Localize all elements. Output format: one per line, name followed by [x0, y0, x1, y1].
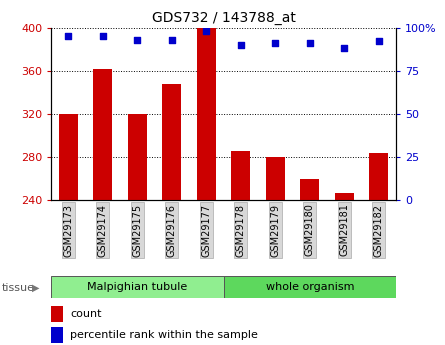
Title: GDS732 / 143788_at: GDS732 / 143788_at — [152, 11, 295, 25]
Point — [134, 37, 141, 42]
Point — [306, 40, 313, 46]
Bar — [51, 306, 63, 322]
Text: ▶: ▶ — [32, 283, 40, 293]
Text: GSM29179: GSM29179 — [271, 204, 280, 257]
Text: GSM29175: GSM29175 — [133, 204, 142, 257]
Bar — [231, 150, 251, 200]
Bar — [266, 157, 285, 200]
Text: GSM29178: GSM29178 — [236, 204, 246, 257]
Text: GSM29182: GSM29182 — [374, 204, 384, 257]
Bar — [93, 69, 113, 200]
Bar — [197, 28, 216, 200]
Point — [65, 33, 72, 39]
Text: GSM29173: GSM29173 — [64, 204, 73, 257]
Bar — [51, 327, 63, 343]
Point — [375, 39, 382, 44]
Bar — [335, 193, 354, 200]
Text: GSM29181: GSM29181 — [340, 204, 349, 256]
Bar — [369, 152, 388, 200]
Text: GSM29180: GSM29180 — [305, 204, 315, 256]
Text: GSM29174: GSM29174 — [98, 204, 108, 257]
Text: Malpighian tubule: Malpighian tubule — [87, 282, 187, 292]
Text: whole organism: whole organism — [266, 282, 354, 292]
Bar — [51, 276, 224, 298]
Point — [237, 42, 244, 48]
Text: GSM29176: GSM29176 — [167, 204, 177, 257]
Bar — [128, 114, 147, 200]
Point — [341, 46, 348, 51]
Bar — [59, 114, 78, 200]
Point — [203, 28, 210, 34]
Bar — [300, 179, 320, 200]
Bar — [162, 84, 182, 200]
Point — [99, 33, 106, 39]
Point — [168, 37, 175, 42]
Bar — [224, 276, 396, 298]
Text: count: count — [70, 309, 102, 319]
Text: GSM29177: GSM29177 — [202, 204, 211, 257]
Text: percentile rank within the sample: percentile rank within the sample — [70, 330, 258, 340]
Text: tissue: tissue — [2, 283, 35, 293]
Point — [272, 40, 279, 46]
